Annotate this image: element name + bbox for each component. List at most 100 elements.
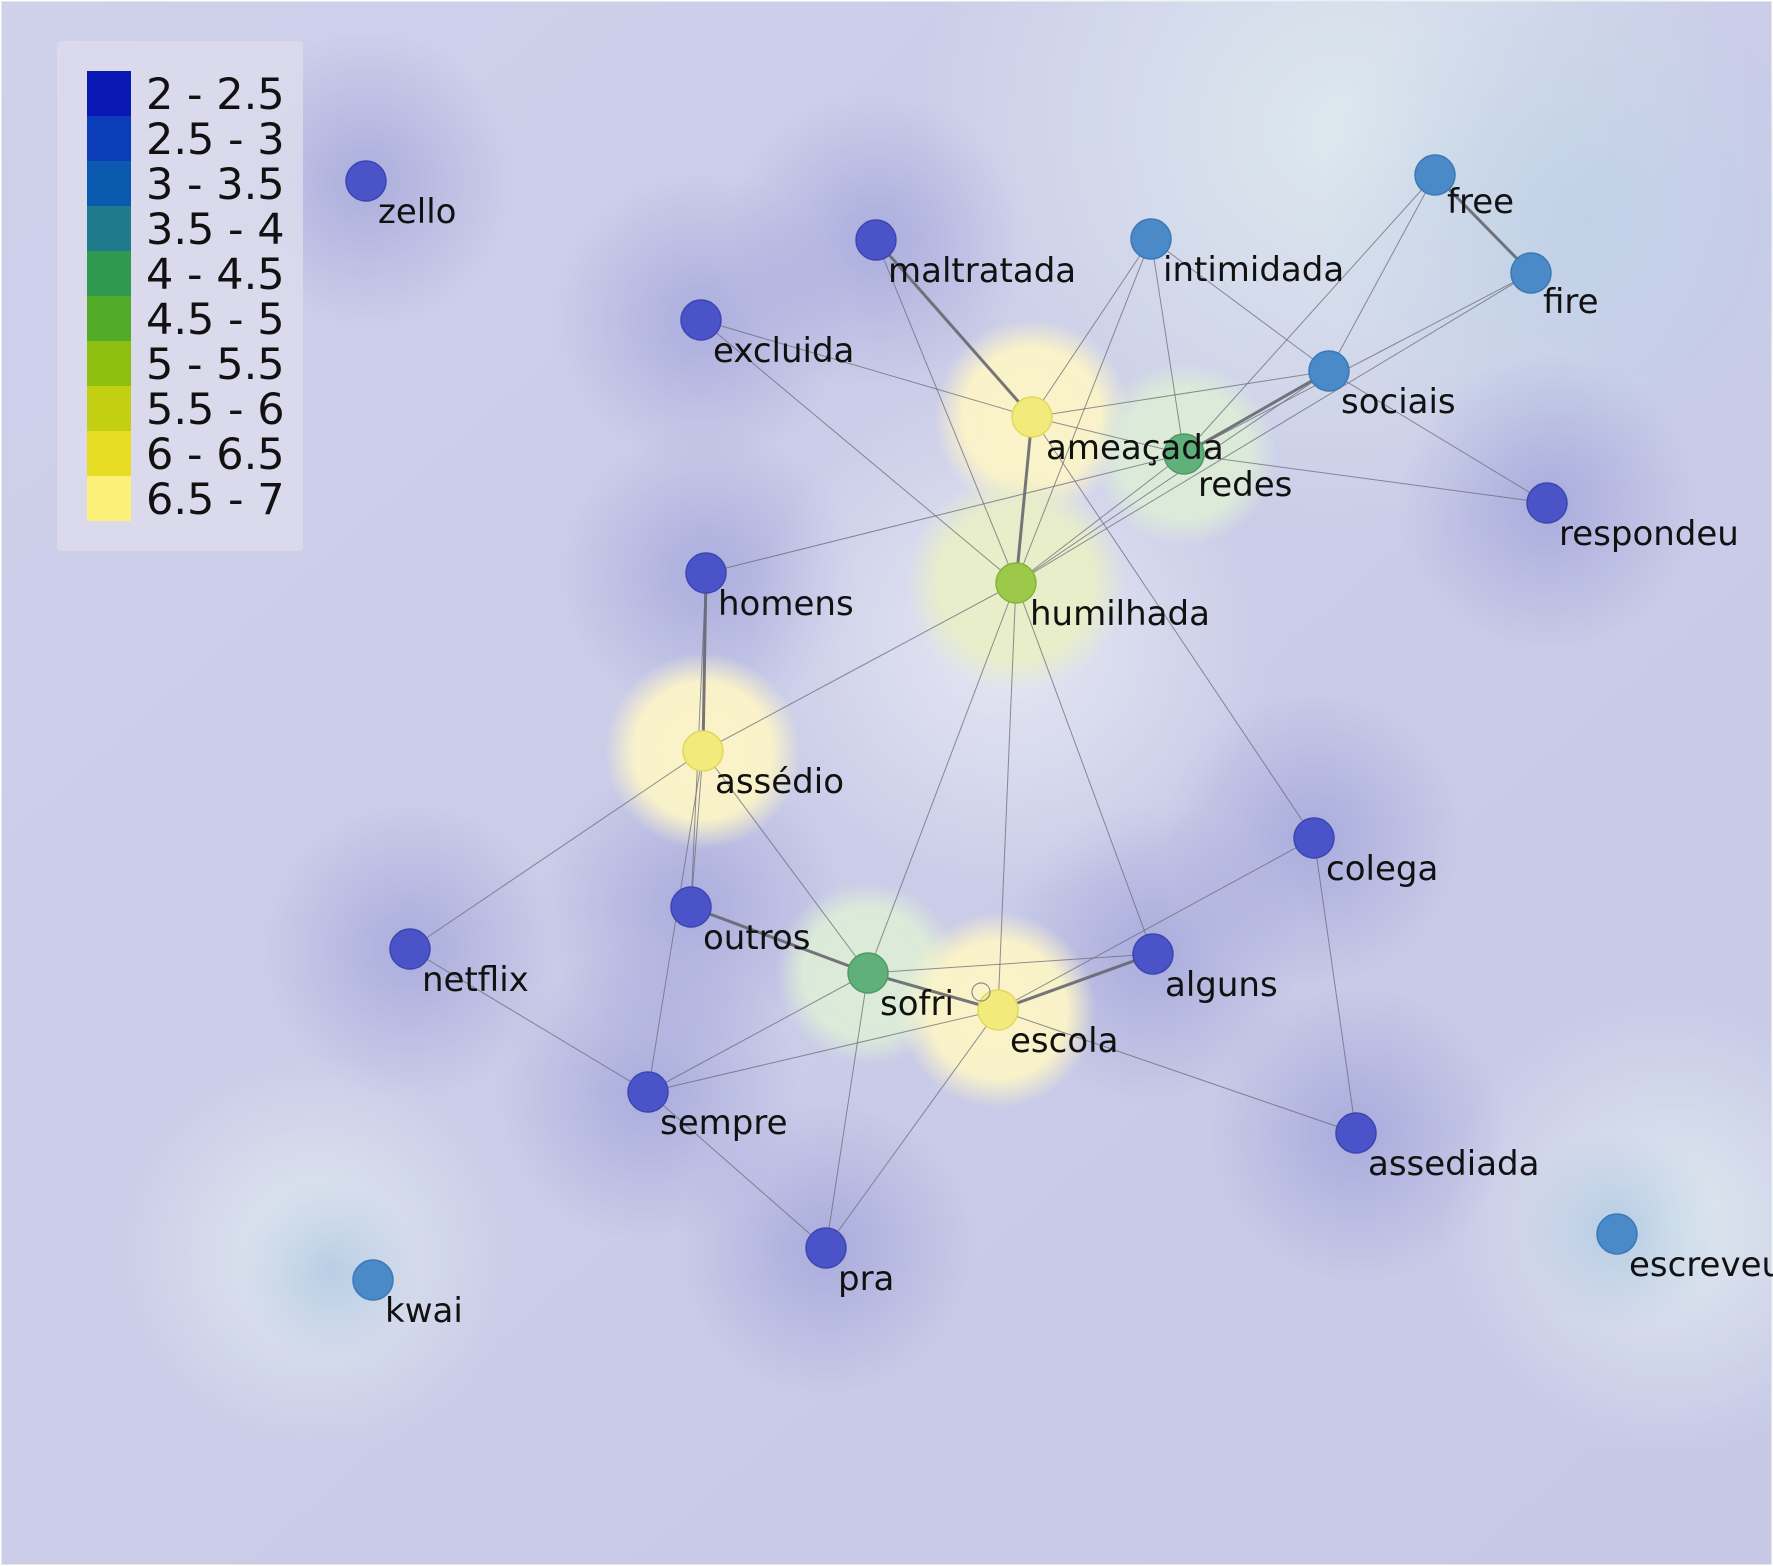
- node-label-kwai: kwai: [385, 1291, 463, 1331]
- node-netflix[interactable]: [389, 928, 431, 970]
- node-marker-escola: [971, 982, 991, 1002]
- edge-maltratada-humilhada: [875, 239, 1017, 584]
- node-sofri[interactable]: [847, 952, 889, 994]
- node-label-ameacada: ameaçada: [1046, 428, 1224, 468]
- edge-escola-assediada: [997, 1009, 1357, 1134]
- edge-ameacada-humilhada: [1014, 416, 1034, 584]
- node-label-excluida: excluida: [713, 331, 854, 371]
- edge-redes-homens: [705, 453, 1185, 574]
- node-label-assedio: assédio: [715, 762, 844, 802]
- node-ameacada[interactable]: [1011, 396, 1053, 438]
- legend-swatch-0: [87, 71, 131, 116]
- edge-humilhada-sofri: [867, 582, 1017, 974]
- legend-label-2: 3 - 3.5: [146, 160, 285, 210]
- edge-free-fire: [1433, 173, 1533, 275]
- node-label-escola: escola: [1010, 1021, 1118, 1061]
- edge-assedio-outros: [690, 750, 704, 908]
- legend-label-8: 6 - 6.5: [146, 430, 285, 480]
- edge-excluida-humilhada: [700, 319, 1017, 584]
- node-assedio[interactable]: [682, 730, 724, 772]
- node-humilhada[interactable]: [995, 562, 1037, 604]
- legend-swatch-1: [87, 116, 131, 161]
- color-legend: 2 - 2.52.5 - 33 - 3.53.5 - 44 - 4.54.5 -…: [57, 41, 303, 551]
- node-label-free: free: [1447, 182, 1514, 222]
- edge-sociais-intimidada: [1150, 238, 1330, 372]
- edge-sofri-escola: [867, 971, 999, 1012]
- node-fire[interactable]: [1510, 252, 1552, 294]
- edge-homens-assedio: [701, 572, 708, 752]
- node-label-sempre: sempre: [660, 1103, 787, 1143]
- legend-label-0: 2 - 2.5: [146, 70, 285, 120]
- node-label-redes: redes: [1198, 465, 1292, 505]
- legend-label-5: 4.5 - 5: [146, 295, 285, 345]
- node-zello[interactable]: [345, 160, 387, 202]
- node-excluida[interactable]: [680, 299, 722, 341]
- edge-excluida-ameacada: [700, 319, 1033, 418]
- edge-sempre-pra: [647, 1091, 827, 1249]
- node-sociais[interactable]: [1308, 350, 1350, 392]
- node-outros[interactable]: [670, 886, 712, 928]
- node-label-outros: outros: [703, 918, 810, 958]
- node-alguns[interactable]: [1132, 933, 1174, 975]
- edge-humilhada-alguns: [1015, 582, 1154, 955]
- node-label-assediada: assediada: [1368, 1144, 1539, 1184]
- edge-redes-humilhada: [1015, 453, 1185, 584]
- edge-ameacada-intimidada: [1031, 238, 1152, 418]
- edge-outros-sofri: [690, 905, 869, 975]
- node-label-escreveu: escreveu: [1629, 1245, 1773, 1285]
- legend-label-1: 2.5 - 3: [146, 115, 285, 165]
- node-respondeu[interactable]: [1526, 482, 1568, 524]
- node-kwai[interactable]: [352, 1259, 394, 1301]
- edge-sofri-alguns: [867, 953, 1154, 974]
- edge-assedio-sempre: [647, 750, 704, 1093]
- edge-redes-respondeu: [1183, 453, 1548, 504]
- legend-swatch-4: [87, 251, 131, 296]
- node-escola[interactable]: [977, 989, 1019, 1031]
- node-label-zello: zello: [378, 192, 456, 232]
- node-label-sofri: sofri: [880, 984, 954, 1024]
- node-label-fire: fire: [1543, 282, 1599, 322]
- legend-label-9: 6.5 - 7: [146, 475, 285, 525]
- node-homens[interactable]: [685, 552, 727, 594]
- legend-swatch-9: [87, 476, 131, 521]
- legend-swatch-8: [87, 431, 131, 476]
- edge-sociais-respondeu: [1328, 370, 1548, 504]
- node-pra[interactable]: [805, 1227, 847, 1269]
- edge-humilhada-assedio: [702, 582, 1017, 752]
- legend-label-6: 5 - 5.5: [146, 340, 285, 390]
- edge-ameacada-sociais: [1031, 370, 1330, 418]
- node-colega[interactable]: [1293, 817, 1335, 859]
- edge-sociais-free: [1328, 174, 1436, 372]
- legend-label-7: 5.5 - 6: [146, 385, 285, 435]
- edges: [409, 173, 1548, 1249]
- node-label-alguns: alguns: [1165, 965, 1278, 1005]
- node-intimidada[interactable]: [1130, 218, 1172, 260]
- edge-sofri-pra: [825, 972, 869, 1249]
- node-label-respondeu: respondeu: [1559, 514, 1739, 554]
- edge-sofri-sempre: [647, 972, 869, 1093]
- node-label-pra: pra: [838, 1259, 894, 1299]
- edge-escola-colega: [997, 837, 1315, 1011]
- edge-maltratada-ameacada: [874, 239, 1034, 418]
- node-label-homens: homens: [718, 584, 854, 624]
- edge-fire-redes: [1183, 272, 1532, 455]
- teal-zone-free: [1320, 0, 1773, 480]
- node-sempre[interactable]: [627, 1071, 669, 1113]
- edge-netflix-sempre: [409, 948, 649, 1093]
- edge-assedio-sofri: [702, 750, 869, 974]
- edge-intimidada-humilhada: [1015, 238, 1152, 584]
- legend-label-3: 3.5 - 4: [146, 205, 285, 255]
- node-escreveu[interactable]: [1596, 1213, 1638, 1255]
- node-redes[interactable]: [1163, 433, 1205, 475]
- edge-redes-intimidada: [1150, 238, 1185, 455]
- legend-swatch-6: [87, 341, 131, 386]
- node-label-intimidada: intimidada: [1163, 250, 1344, 290]
- nodes: [345, 154, 1638, 1301]
- node-label-sociais: sociais: [1341, 382, 1456, 422]
- node-free[interactable]: [1414, 154, 1456, 196]
- edge-escola-pra: [825, 1009, 999, 1249]
- node-assediada[interactable]: [1335, 1112, 1377, 1154]
- node-maltratada[interactable]: [855, 219, 897, 261]
